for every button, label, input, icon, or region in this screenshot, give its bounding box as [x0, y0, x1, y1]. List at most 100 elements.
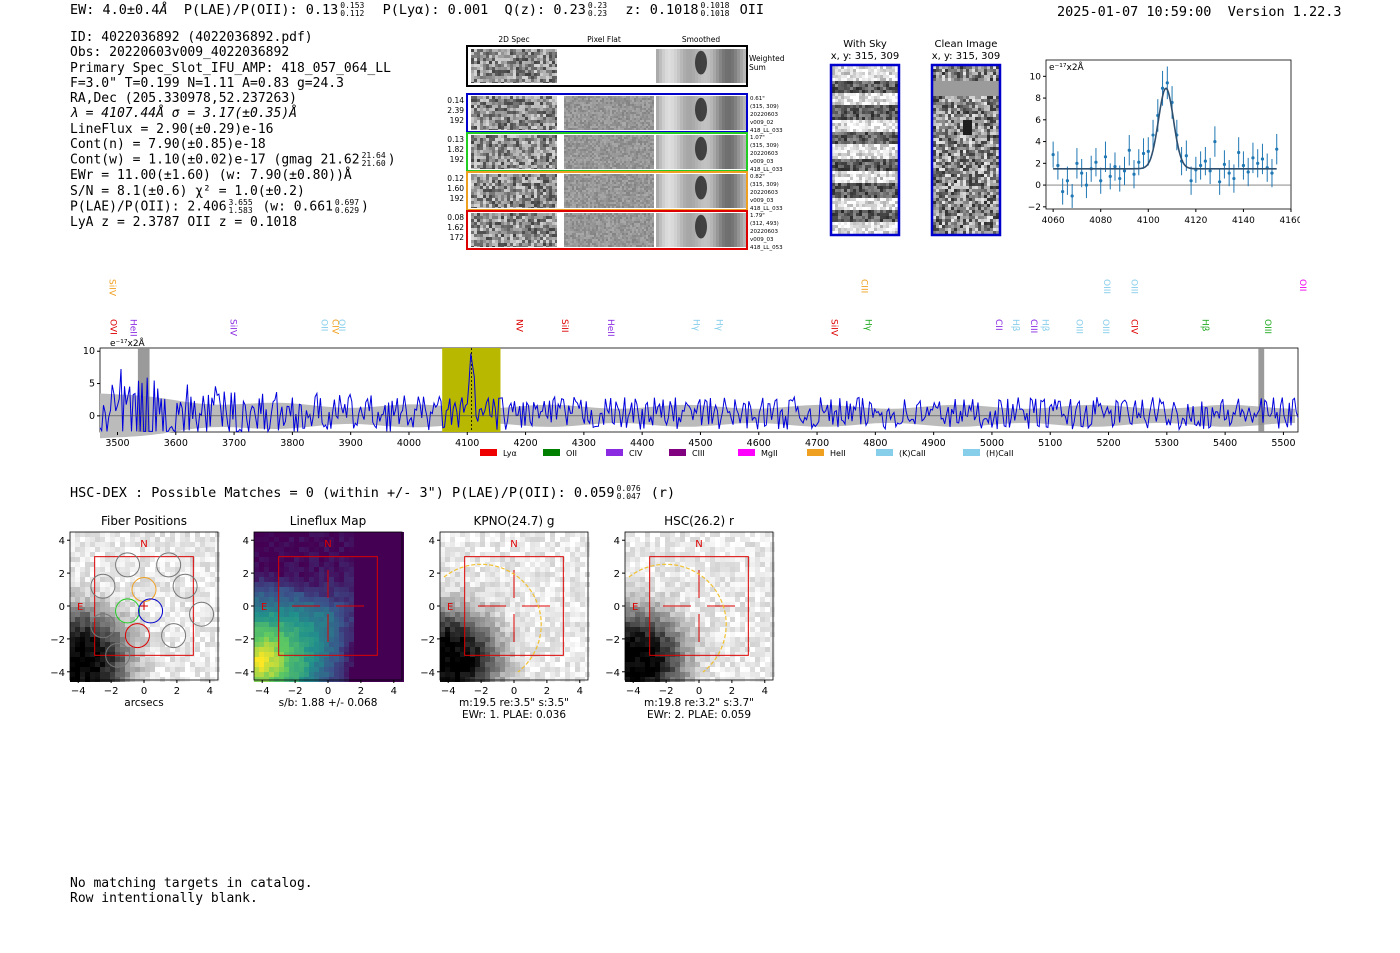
legend-label: CIV: [629, 449, 643, 458]
fit-point: [1070, 194, 1074, 198]
fit-y-tick-label: 8: [1035, 94, 1041, 104]
panel-y-tick-label: 0: [429, 602, 435, 613]
fiber-circle: [161, 623, 187, 649]
spectrum-line-label: OIII: [1074, 319, 1084, 334]
weighted-smoothed: [656, 49, 746, 83]
fit-point: [1127, 148, 1131, 152]
panel-aperture-box: [649, 556, 749, 656]
panel-x-tick-label: 4: [762, 686, 768, 697]
spectrum-masked-band: [137, 348, 150, 432]
ew-label: EW: 4.0±0.4: [70, 2, 160, 18]
panel-x-tick-label: 4: [577, 686, 583, 697]
spectrum-line-label: CIII: [858, 279, 868, 293]
fit-point: [1256, 161, 1260, 165]
ew-unit: Å: [159, 2, 168, 18]
spectrum-line-label: OII: [1297, 279, 1307, 291]
cutout-col-header: Smoothed: [682, 35, 721, 44]
fiber-circle: [131, 577, 157, 603]
fit-x-tick-label: 4160: [1280, 216, 1300, 226]
spectrum-x-tick-label: 4000: [397, 438, 421, 449]
panel-caption: EWr: 1. PLAE: 0.036: [462, 709, 566, 721]
row-right-label: 20220603: [750, 190, 778, 196]
plya-label: P(Lyα): 0.001: [382, 2, 489, 18]
fit-point: [1260, 157, 1265, 161]
panel-caption: s/b: 1.88 +/- 0.068: [279, 697, 378, 709]
panel-caption: m:19.5 re:3.5" s:3.5": [459, 697, 569, 709]
panel-x-tick-label: 0: [141, 686, 147, 697]
panel-y-tick-label: −2: [50, 635, 65, 646]
fit-y-tick-label: 0: [1035, 181, 1041, 191]
row-right-label: (315, 309): [750, 182, 779, 188]
fit-x-tick-label: 4060: [1042, 216, 1065, 226]
with-sky-coords: x, y: 315, 309: [831, 51, 900, 62]
panel-aperture-box: [278, 556, 378, 656]
spectrum-x-tick-label: 3700: [222, 438, 246, 449]
info-primary: Primary Spec_Slot_IFU_AMP: 418_057_064_L…: [70, 60, 391, 76]
legend-label: CIII: [692, 449, 705, 458]
panel-east-label: E: [77, 602, 83, 613]
z-label: z: 0.1018: [625, 2, 699, 18]
spectrum-line-label: CIV: [1128, 319, 1138, 335]
panel-y-tick-label: 2: [429, 569, 435, 580]
panel-east-label: E: [447, 602, 453, 613]
fiber-circle: [138, 598, 164, 624]
spectrum-line-label: OIII: [1128, 279, 1138, 294]
panel-title: HSC(26.2) r: [664, 514, 734, 528]
spectrum-x-tick-label: 4600: [747, 438, 771, 449]
panel-image: [625, 532, 775, 682]
panel-y-tick-label: 4: [243, 536, 249, 547]
row-right-label: 20220603: [750, 112, 778, 118]
row-left-label: 192: [450, 194, 465, 203]
row-right-label: 0.82": [750, 174, 765, 180]
row-pixel-flat: [564, 174, 654, 208]
spectrum-x-tick-label: 4400: [630, 438, 654, 449]
with-sky-frame: [829, 63, 901, 237]
spectrum-masked-band: [1258, 348, 1265, 432]
row-left-label: 192: [450, 155, 465, 164]
row-right-label: 0.61": [750, 96, 765, 102]
info-params: F=3.0" T=0.199 N=1.11 A=0.83 g=24.3: [70, 75, 344, 91]
fit-point: [1094, 160, 1098, 164]
fiber-circle: [124, 623, 150, 649]
info-sn: S/N = 8.1(±0.6) χ² = 1.0(±0.2): [70, 183, 305, 199]
fiber-circle: [115, 552, 141, 578]
image-panels: Fiber Positions N E −4 −4 −2 −2 0 0 2 2 4 4 arcsecs Li…: [50, 514, 775, 721]
legend-swatch: [543, 449, 560, 456]
panel-y-tick-label: 4: [59, 536, 65, 547]
row-right-label: v009_02: [750, 120, 774, 126]
fit-model-line: [1053, 87, 1277, 170]
panel-caption: arcsecs: [124, 697, 163, 709]
legend-swatch: [606, 449, 623, 456]
row-left-label: 1.62: [447, 223, 464, 232]
legend-label: HeII: [830, 449, 846, 458]
row-smoothed: [656, 135, 746, 169]
legend-swatch: [807, 449, 824, 456]
spectrum-line-label: SiIV: [829, 319, 839, 337]
spectrum-line-label: OIII: [1262, 319, 1272, 334]
panel-x-tick-label: 0: [511, 686, 517, 697]
fiber-circle: [90, 613, 116, 639]
fit-point: [1151, 133, 1155, 137]
panel-y-tick-label: −4: [50, 668, 65, 679]
fit-point: [1246, 170, 1250, 174]
row-left-label: 0.14: [447, 96, 464, 105]
row-right-label: 418_LL_053: [750, 245, 783, 251]
fit-point: [1080, 171, 1084, 175]
spectrum-line-label: SiIV: [106, 279, 116, 297]
spectrum-x-tick-label: 3500: [105, 438, 129, 449]
info-radec: RA,Dec (205.330978,52.237263): [70, 91, 297, 107]
spectrum-x-tick-label: 5500: [1271, 438, 1295, 449]
fit-point: [1051, 153, 1055, 157]
fit-point: [1132, 172, 1136, 176]
spectrum-x-tick-label: 5200: [1096, 438, 1120, 449]
fit-point: [1141, 151, 1146, 156]
spectrum-line-label: Hγ: [863, 319, 873, 332]
spectrum-line-label: NV: [513, 319, 523, 333]
row-pixel-flat: [564, 96, 654, 130]
row-left-label: 0.12: [447, 174, 464, 183]
spectrum-line-label: Hγ: [713, 319, 723, 332]
row-right-label: 418_LL_033: [750, 128, 783, 134]
row-2d-spec: [471, 174, 557, 208]
